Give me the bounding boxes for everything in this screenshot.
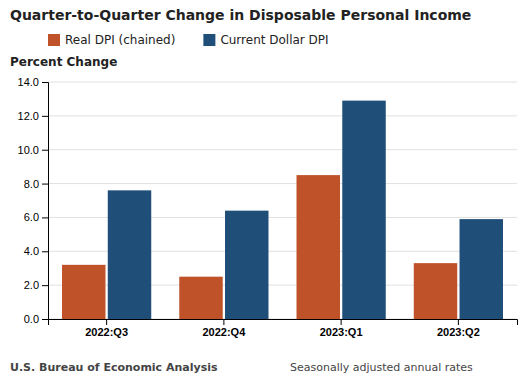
legend-label: Real DPI (chained) bbox=[65, 33, 175, 47]
grid bbox=[48, 82, 517, 319]
tick: 2023:Q2 bbox=[437, 319, 480, 338]
tick-label: 14.0 bbox=[18, 76, 39, 88]
tick-mark bbox=[341, 319, 342, 325]
grid-line bbox=[48, 115, 517, 116]
series bbox=[108, 101, 503, 319]
tick: 6.0 bbox=[24, 211, 48, 223]
tick-label: 8.0 bbox=[24, 178, 39, 190]
grid-line bbox=[48, 183, 517, 184]
tick-label: 10.0 bbox=[18, 144, 39, 156]
plot-area: 0.02.04.06.08.010.012.014.02022:Q32022:Q… bbox=[18, 76, 518, 338]
bar bbox=[62, 265, 105, 319]
tick-mark bbox=[42, 150, 48, 151]
tick-mark bbox=[42, 82, 48, 83]
tick-label: 2023:Q2 bbox=[437, 326, 480, 338]
axis-line bbox=[42, 83, 49, 320]
series bbox=[62, 175, 457, 319]
tick-mark bbox=[223, 319, 224, 325]
bars bbox=[62, 101, 503, 319]
tick-label: 0.0 bbox=[24, 313, 39, 325]
tick: 2.0 bbox=[24, 279, 48, 291]
bar bbox=[342, 101, 385, 319]
y-axis-label: Percent Change bbox=[10, 55, 117, 69]
tick-label: 2022:Q3 bbox=[85, 326, 128, 338]
tick: 14.0 bbox=[18, 76, 48, 88]
bar bbox=[225, 211, 268, 319]
tick-mark bbox=[42, 285, 48, 286]
x-axis: 2022:Q3 2022:Q4 2023:Q1 2023:Q2 bbox=[49, 319, 518, 338]
legend: Real DPI (chained) Current Dollar DPI bbox=[48, 33, 329, 47]
tick-mark bbox=[42, 184, 48, 185]
tick: 4.0 bbox=[24, 245, 48, 257]
tick: 2023:Q1 bbox=[320, 319, 363, 338]
tick: 12.0 bbox=[18, 110, 48, 122]
tick-label: 6.0 bbox=[24, 211, 39, 223]
legend-item: Real DPI (chained) bbox=[48, 33, 175, 47]
annotation: Seasonally adjusted annual rates bbox=[290, 361, 473, 374]
bar bbox=[179, 277, 222, 319]
tick: 2022:Q3 bbox=[85, 319, 128, 338]
legend-item: Current Dollar DPI bbox=[203, 33, 328, 47]
legend-swatch bbox=[48, 34, 60, 46]
legend-label: Current Dollar DPI bbox=[220, 33, 328, 47]
tick-mark bbox=[42, 217, 48, 218]
tick-mark bbox=[458, 319, 459, 325]
tick-label: 2022:Q4 bbox=[202, 326, 246, 338]
legend-swatch bbox=[203, 34, 215, 46]
tick: 0.0 bbox=[24, 313, 48, 325]
tick-mark bbox=[106, 319, 107, 325]
grid-line bbox=[48, 82, 517, 83]
title: Quarter-to-Quarter Change in Disposable … bbox=[10, 7, 471, 23]
tick-mark bbox=[42, 116, 48, 117]
grid-line bbox=[48, 149, 517, 150]
tick-mark bbox=[42, 251, 48, 252]
tick: 10.0 bbox=[18, 144, 48, 156]
annotation: U.S. Bureau of Economic Analysis bbox=[10, 361, 218, 374]
tick-label: 2023:Q1 bbox=[320, 326, 363, 338]
tick: 8.0 bbox=[24, 178, 48, 190]
tick-label: 2.0 bbox=[24, 279, 39, 291]
tick-label: 12.0 bbox=[18, 110, 39, 122]
tick: 2022:Q4 bbox=[202, 319, 246, 338]
tick-mark bbox=[42, 319, 48, 320]
axis-line bbox=[49, 320, 518, 326]
tick-label: 4.0 bbox=[24, 245, 39, 257]
chart: Quarter-to-Quarter Change in Disposable … bbox=[0, 0, 532, 381]
bar bbox=[460, 219, 503, 319]
y-axis: 0.0 2.0 4.0 6.0 8.0 10.0 12.0 14.0 bbox=[18, 76, 49, 325]
bar bbox=[297, 175, 340, 319]
bar bbox=[108, 190, 151, 319]
bar bbox=[414, 263, 457, 319]
